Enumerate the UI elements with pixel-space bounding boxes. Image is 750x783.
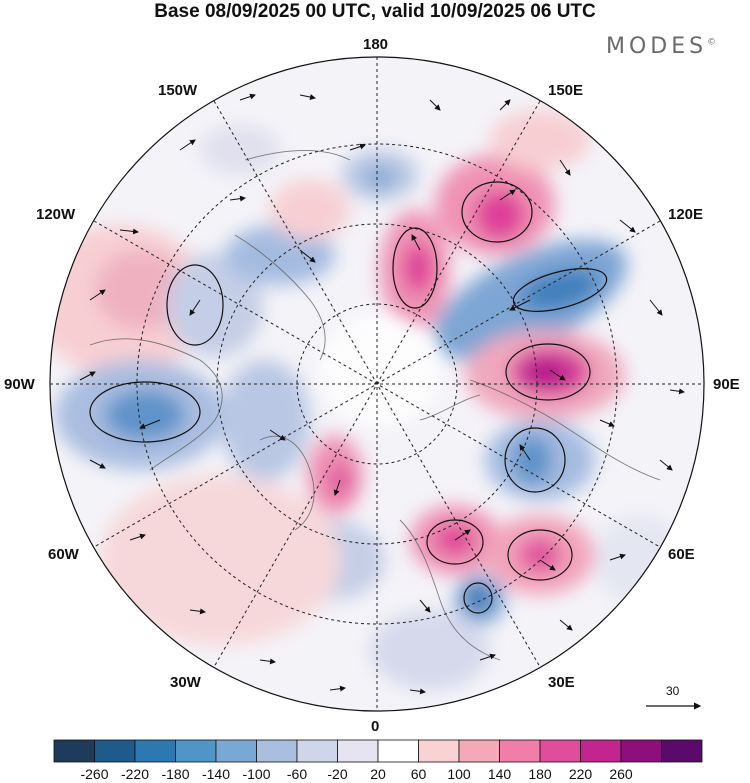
lon-label-90e: 90E bbox=[713, 376, 740, 393]
lon-label-120e: 120E bbox=[668, 206, 704, 223]
colorbar-tick-label: -260 bbox=[80, 766, 109, 782]
colorbar-swatch bbox=[296, 739, 338, 763]
colorbar-tick-label: 180 bbox=[528, 766, 552, 782]
map-title: Base 08/09/2025 00 UTC, valid 10/09/2025… bbox=[154, 1, 596, 22]
lon-label-30e: 30E bbox=[548, 674, 575, 691]
colorbar-swatch bbox=[458, 739, 500, 763]
colorbar-tick-label: -20 bbox=[327, 766, 348, 782]
colorbar-tick-label: 260 bbox=[609, 766, 633, 782]
colorbar-tick-label: -140 bbox=[201, 766, 231, 782]
colorbar-tick-label: 220 bbox=[568, 766, 593, 782]
brand-name: MODES bbox=[606, 34, 708, 59]
colorbar-swatch bbox=[256, 739, 298, 763]
lon-label-120w: 120W bbox=[36, 206, 76, 223]
lon-label-30w: 30W bbox=[170, 674, 201, 691]
lon-label-180: 180 bbox=[363, 36, 389, 53]
graticule bbox=[50, 57, 704, 711]
lon-label-60w: 60W bbox=[48, 546, 79, 563]
colorbar-swatch bbox=[620, 739, 662, 763]
colorbar-swatch bbox=[377, 739, 419, 763]
colorbar bbox=[53, 739, 703, 763]
colorbar-tick-label: -60 bbox=[286, 766, 308, 782]
lon-label-0: 0 bbox=[371, 718, 380, 735]
colorbar-tick-label: 60 bbox=[410, 766, 427, 782]
colorbar-tick-label: 100 bbox=[447, 766, 471, 782]
lon-label-150e: 150E bbox=[548, 82, 584, 99]
colorbar-tick-label: -220 bbox=[120, 766, 150, 782]
colorbar-swatch bbox=[539, 739, 581, 763]
colorbar-swatch bbox=[337, 739, 379, 763]
colorbar-tick-label: -180 bbox=[161, 766, 190, 782]
colorbar-swatch bbox=[53, 739, 95, 763]
lon-label-90w: 90W bbox=[4, 376, 35, 393]
colorbar-swatch bbox=[175, 739, 217, 763]
colorbar-swatch bbox=[94, 739, 136, 763]
lon-label-60e: 60E bbox=[668, 546, 695, 563]
map-border bbox=[49, 56, 705, 712]
lon-label-150w: 150W bbox=[158, 82, 198, 99]
colorbar-tick-label: 20 bbox=[370, 766, 386, 782]
colorbar-tick-label: -100 bbox=[242, 766, 271, 782]
colorbar-swatch bbox=[580, 739, 622, 763]
colorbar-swatch bbox=[661, 739, 703, 763]
brand-mark: © bbox=[707, 37, 717, 48]
colorbar-swatch bbox=[418, 739, 460, 763]
wind-vectors bbox=[79, 93, 685, 695]
colorbar-tick-label: 140 bbox=[487, 766, 512, 782]
modes-logo: MODES© bbox=[606, 34, 716, 59]
contours bbox=[89, 181, 608, 614]
colorbar-swatch bbox=[499, 739, 541, 763]
reference-vector-label: 30 bbox=[666, 684, 680, 698]
colorbar-swatch bbox=[215, 739, 257, 763]
colorbar-swatch bbox=[134, 739, 176, 763]
